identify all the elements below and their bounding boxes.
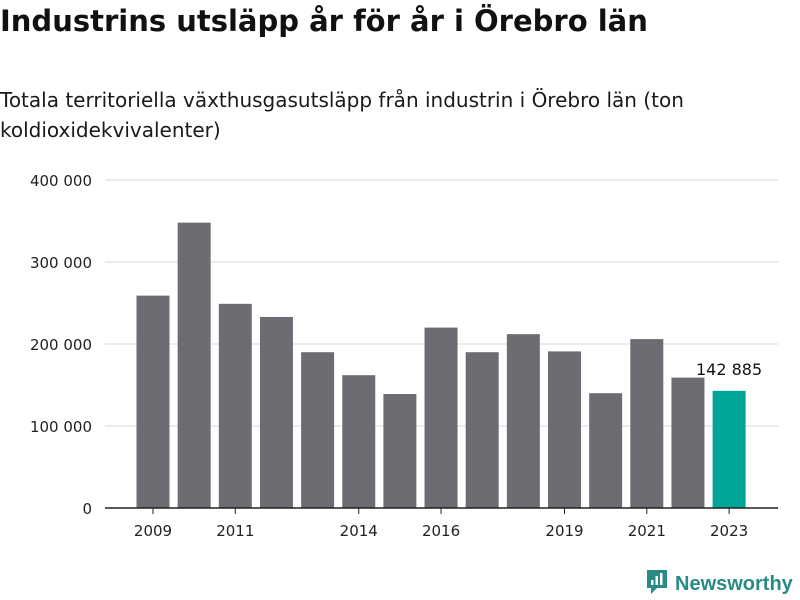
bar-chart: 0 100 000 200 000 300 000 400 000 2009 2011 201… xyxy=(30,172,778,540)
bar xyxy=(259,316,293,508)
x-tick-label: 2023 xyxy=(710,522,748,540)
bar xyxy=(177,222,211,508)
x-tick-label: 2014 xyxy=(340,522,378,540)
bar xyxy=(465,352,499,508)
x-tick-label: 2019 xyxy=(545,522,583,540)
chart-subtitle: Totala territoriella växthusgasutsläpp f… xyxy=(0,88,684,142)
data-label: 142 885 xyxy=(696,360,762,379)
chart-title: Industrins utsläpp år för år i Örebro lä… xyxy=(0,4,648,38)
bar xyxy=(630,339,664,508)
y-tick-label: 200 000 xyxy=(30,336,92,354)
bar xyxy=(424,327,458,508)
y-tick-label: 100 000 xyxy=(30,418,92,436)
x-tick-label: 2009 xyxy=(134,522,172,540)
y-tick-label: 0 xyxy=(82,500,92,518)
bar-highlight xyxy=(712,390,746,508)
bar xyxy=(589,393,623,508)
bar xyxy=(383,394,417,508)
bar xyxy=(506,334,540,508)
bar xyxy=(301,352,335,508)
bar xyxy=(671,377,705,508)
bar xyxy=(218,303,252,508)
bar xyxy=(136,295,170,508)
bar xyxy=(548,351,581,508)
bar xyxy=(342,375,376,508)
newsworthy-logo-icon xyxy=(645,568,669,600)
newsworthy-logo[interactable]: Newsworthy xyxy=(645,570,793,598)
y-tick-label: 300 000 xyxy=(30,254,92,272)
x-tick-label: 2021 xyxy=(628,522,666,540)
x-tick-label: 2016 xyxy=(422,522,460,540)
y-tick-label: 400 000 xyxy=(30,172,92,190)
x-tick-label: 2011 xyxy=(216,522,254,540)
brand-name: Newsworthy xyxy=(675,572,793,595)
